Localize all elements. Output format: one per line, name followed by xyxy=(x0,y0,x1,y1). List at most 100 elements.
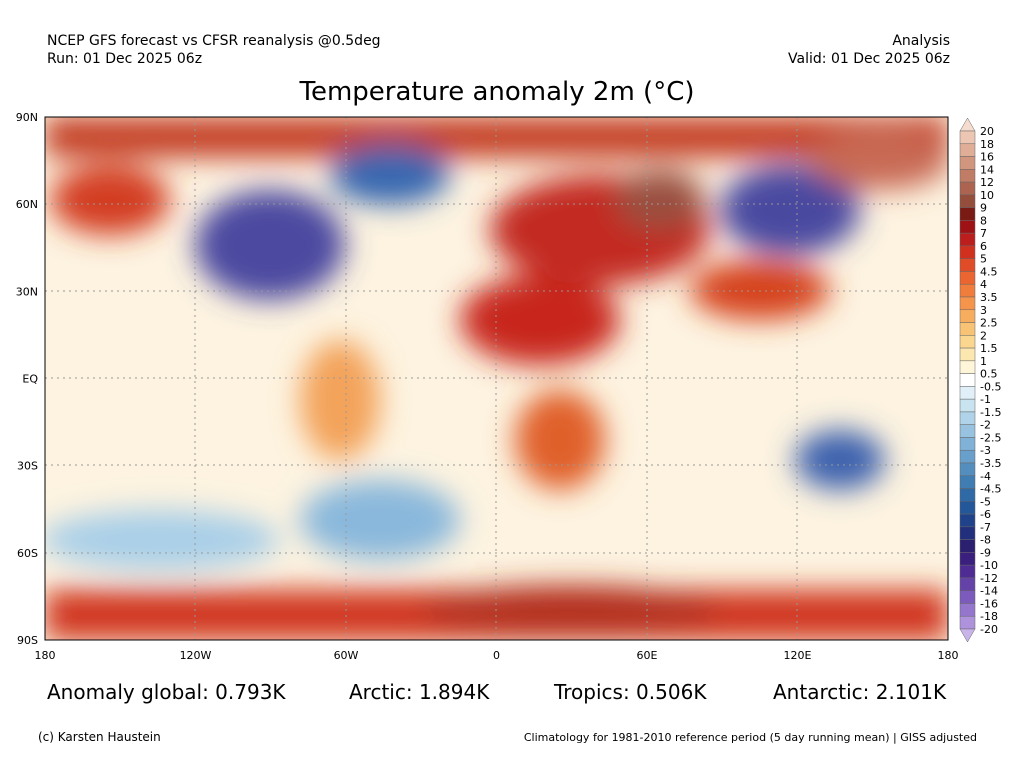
colorbar-cell xyxy=(959,424,976,438)
colorbar-cell xyxy=(959,347,976,362)
lon-label: 60W xyxy=(334,649,359,662)
stat: Anomaly global: 0.793K xyxy=(47,680,286,704)
colorbar-label: 9 xyxy=(980,202,987,215)
footer-right: Climatology for 1981-2010 reference peri… xyxy=(524,731,977,744)
colorbar-label: -9 xyxy=(980,546,991,559)
colorbar-cell xyxy=(959,411,976,425)
colorbar-cell xyxy=(959,322,976,336)
colorbar-label: -20 xyxy=(980,623,998,636)
colorbar-cell xyxy=(959,488,976,502)
colorbar-label: 6 xyxy=(980,240,987,253)
colorbar-label: -10 xyxy=(980,559,998,572)
colorbar-label: -16 xyxy=(980,597,998,610)
colorbar-label: 4.5 xyxy=(980,265,998,278)
lon-label: 180 xyxy=(35,649,56,662)
colorbar-label: -3.5 xyxy=(980,457,1001,470)
colorbar-cell xyxy=(959,513,976,528)
colorbar-cell xyxy=(959,335,976,349)
lon-label: 120W xyxy=(180,649,212,662)
colorbar-cell xyxy=(959,526,976,540)
colorbar-cell xyxy=(959,603,976,617)
colorbar-label: 18 xyxy=(980,138,994,151)
colorbar-cell xyxy=(959,283,976,298)
colorbar-label: -12 xyxy=(980,572,998,585)
colorbar-cell xyxy=(959,245,976,259)
colorbar: 201816141210987654.543.532.521.510.5-0.5… xyxy=(959,117,1001,643)
colorbar-cell xyxy=(959,552,976,566)
lat-label: 60S xyxy=(17,547,38,560)
colorbar-label: -4 xyxy=(980,470,991,483)
colorbar-label: -1 xyxy=(980,393,991,406)
colorbar-cell xyxy=(959,373,976,387)
colorbar-cell xyxy=(959,309,976,323)
colorbar-label: -7 xyxy=(980,521,991,534)
colorbar-label: 2 xyxy=(980,329,987,342)
map-frame xyxy=(44,116,949,641)
stat: Arctic: 1.894K xyxy=(349,680,490,704)
lat-label: 60N xyxy=(16,198,38,211)
colorbar-cell xyxy=(959,398,976,413)
colorbar-label: 16 xyxy=(980,151,994,164)
colorbar-cell xyxy=(959,360,976,374)
colorbar-label: -2 xyxy=(980,419,991,432)
colorbar-cell xyxy=(959,462,976,477)
colorbar-label: -4.5 xyxy=(980,483,1001,496)
footer-left: (c) Karsten Haustein xyxy=(38,730,161,744)
colorbar-label: -1.5 xyxy=(980,406,1001,419)
lat-label: EQ xyxy=(22,373,38,386)
lon-label: 60E xyxy=(637,649,658,662)
colorbar-label: 7 xyxy=(980,227,987,240)
colorbar-label: -5 xyxy=(980,495,991,508)
colorbar-label: -14 xyxy=(980,585,998,598)
colorbar-cell xyxy=(959,501,976,515)
colorbar-label: 3 xyxy=(980,304,987,317)
lon-label: 0 xyxy=(493,649,500,662)
colorbar-cell xyxy=(959,628,976,643)
colorbar-label: -8 xyxy=(980,534,991,547)
colorbar-cell xyxy=(959,475,976,489)
colorbar-cell xyxy=(959,296,976,311)
header-left: NCEP GFS forecast vs CFSR reanalysis @0.… xyxy=(47,33,381,49)
colorbar-label: -18 xyxy=(980,610,998,623)
colorbar-cell xyxy=(959,194,976,208)
header-right: Analysis xyxy=(892,33,950,49)
header-left: Run: 01 Dec 2025 06z xyxy=(47,51,202,67)
colorbar-cell xyxy=(959,577,976,591)
lon-label: 180 xyxy=(938,649,959,662)
colorbar-label: 12 xyxy=(980,176,994,189)
colorbar-cell xyxy=(959,207,976,221)
colorbar-cell xyxy=(959,271,976,285)
colorbar-label: 8 xyxy=(980,214,987,227)
colorbar-label: 3.5 xyxy=(980,291,998,304)
colorbar-label: -2.5 xyxy=(980,431,1001,444)
colorbar-cell xyxy=(959,258,976,272)
lon-label: 120E xyxy=(784,649,812,662)
colorbar-cell xyxy=(959,590,976,604)
colorbar-label: 5 xyxy=(980,253,987,266)
colorbar-label: 0.5 xyxy=(980,368,998,381)
colorbar-label: 4 xyxy=(980,278,987,291)
colorbar-label: 2.5 xyxy=(980,317,998,330)
lat-label: 30S xyxy=(17,460,38,473)
colorbar-cell xyxy=(959,220,976,234)
colorbar-cell xyxy=(959,169,976,183)
colorbar-label: -0.5 xyxy=(980,380,1001,393)
colorbar-cell xyxy=(959,564,976,579)
title: Temperature anomaly 2m (°C) xyxy=(299,77,695,107)
colorbar-cell xyxy=(959,117,976,132)
lat-label: 90S xyxy=(17,634,38,647)
stat: Tropics: 0.506K xyxy=(553,680,707,704)
colorbar-cell xyxy=(959,539,976,553)
colorbar-cell xyxy=(959,449,976,464)
colorbar-cell xyxy=(959,143,976,157)
lon-labels: 180 120W 60W 0 60E 120E 180 xyxy=(35,649,959,662)
lat-labels: 90N 60N 30N EQ 30S 60S 90S xyxy=(16,111,39,647)
colorbar-cell xyxy=(959,156,976,170)
colorbar-label: 1 xyxy=(980,355,987,368)
lat-label: 30N xyxy=(16,285,38,298)
header-right: Valid: 01 Dec 2025 06z xyxy=(788,51,950,67)
stat: Antarctic: 2.101K xyxy=(773,680,947,704)
lat-label: 90N xyxy=(16,111,38,124)
colorbar-label: 10 xyxy=(980,189,994,202)
